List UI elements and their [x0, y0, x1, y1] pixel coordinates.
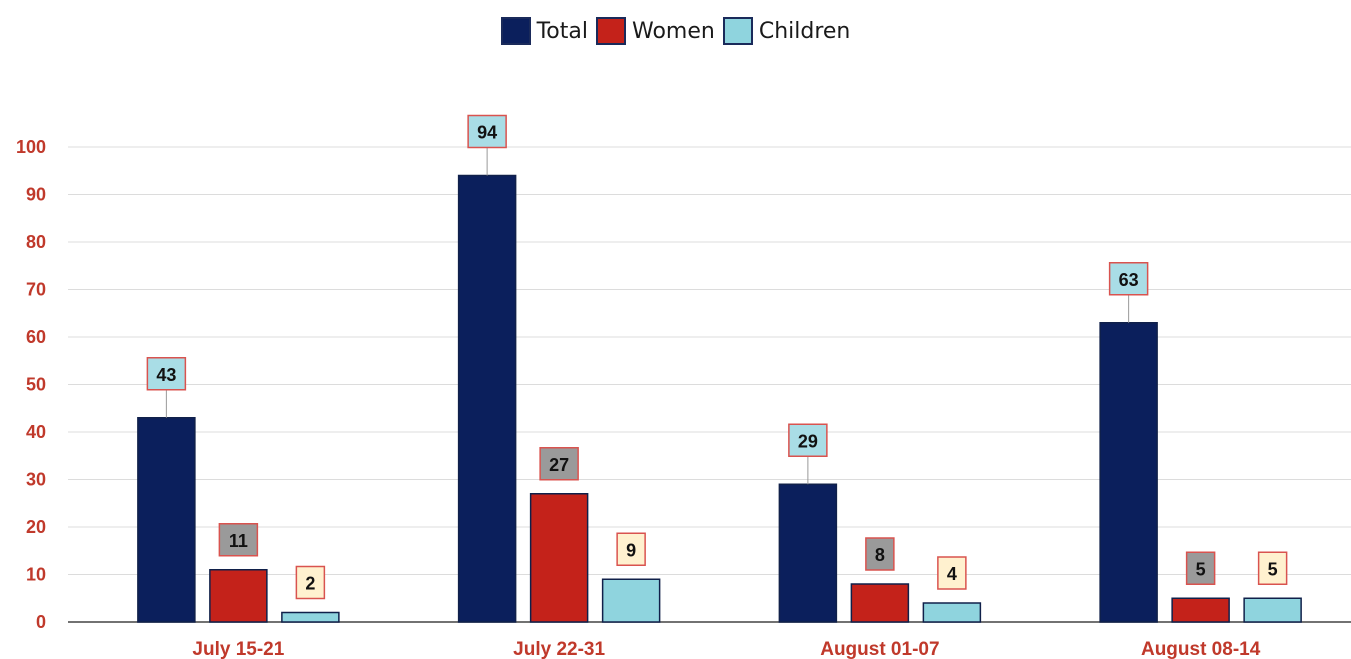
data-label: 5	[1196, 559, 1206, 579]
y-tick-label: 20	[26, 517, 46, 537]
data-label-box	[467, 114, 507, 149]
y-tick-label: 100	[16, 137, 46, 157]
x-category-label: August 01-07	[820, 639, 939, 659]
y-tick-label: 40	[26, 422, 46, 442]
bar-women	[1171, 597, 1230, 623]
y-tick-label: 0	[36, 612, 46, 632]
legend: Total Women Children	[0, 17, 1351, 45]
y-tick-label: 50	[26, 375, 46, 395]
bar-women	[209, 569, 268, 623]
bar-total	[137, 417, 196, 623]
bar-children	[601, 578, 661, 623]
x-category-label: July 15-21	[192, 639, 284, 659]
y-tick-label: 70	[26, 280, 46, 300]
data-label: 11	[229, 531, 248, 551]
bar-total	[1099, 322, 1158, 623]
legend-swatch-total	[500, 17, 531, 45]
bar-children	[1243, 597, 1302, 623]
legend-label-children: Children	[758, 18, 851, 44]
legend-item-women: Women	[596, 17, 715, 45]
bar-women	[529, 493, 589, 623]
legend-swatch-women	[596, 17, 626, 45]
data-label-box	[865, 537, 895, 571]
x-category-label: July 22-31	[513, 639, 605, 659]
data-label: 29	[798, 431, 818, 451]
data-label: 4	[947, 564, 957, 584]
data-label-box	[1185, 551, 1216, 585]
data-label-box	[616, 532, 646, 566]
bar-total	[778, 483, 838, 623]
y-tick-label: 60	[26, 327, 46, 347]
data-label: 63	[1119, 270, 1139, 290]
bar-total	[457, 174, 517, 623]
data-label: 94	[477, 123, 497, 143]
legend-label-total: Total	[536, 18, 588, 44]
y-tick-label: 10	[26, 565, 46, 585]
y-tick-label: 90	[26, 185, 46, 205]
data-label: 43	[156, 365, 176, 385]
data-label: 5	[1268, 559, 1278, 579]
data-label: 27	[549, 455, 569, 475]
legend-label-women: Women	[632, 18, 715, 44]
data-label-box	[539, 447, 579, 481]
data-label: 9	[626, 540, 636, 560]
data-label-box	[218, 523, 259, 557]
y-tick-label: 80	[26, 232, 46, 252]
data-label-box	[1108, 262, 1149, 296]
data-label-box	[295, 565, 326, 600]
legend-item-children: Children	[722, 17, 851, 45]
data-label: 8	[875, 545, 885, 565]
legend-swatch-children	[722, 17, 753, 45]
x-category-label: August 08-14	[1141, 639, 1261, 659]
data-label: 2	[305, 574, 315, 594]
data-label-box	[937, 556, 967, 590]
bar-children	[281, 611, 340, 623]
legend-item-total: Total	[500, 17, 588, 45]
y-tick-label: 30	[26, 470, 46, 490]
data-label-box	[788, 423, 828, 457]
bar-children	[922, 602, 982, 623]
data-label-box	[146, 357, 187, 391]
data-label-box	[1257, 551, 1288, 585]
bar-women	[850, 583, 910, 623]
